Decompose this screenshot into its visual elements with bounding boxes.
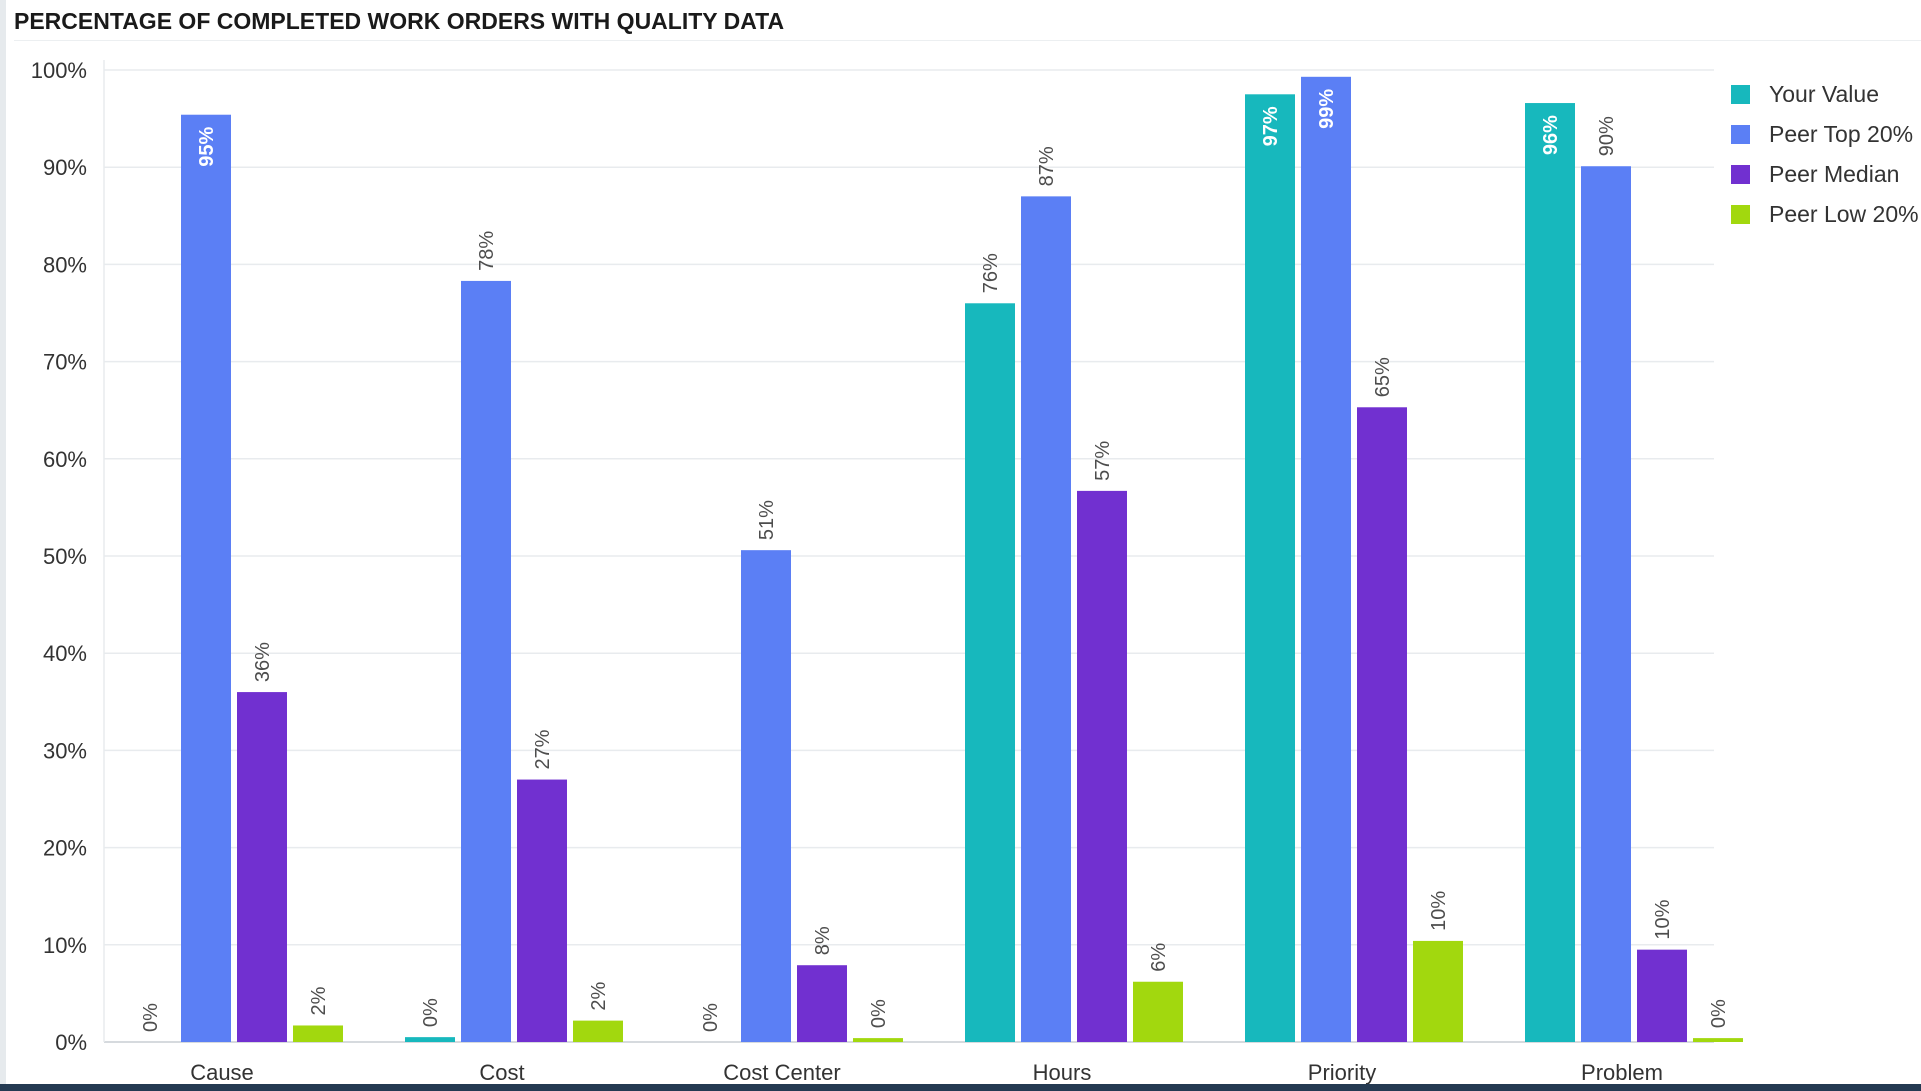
data-label: 87%	[1036, 146, 1058, 186]
bottom-bar	[0, 1084, 1921, 1091]
bar	[405, 1037, 455, 1042]
data-label: 76%	[980, 253, 1002, 293]
y-tick-label: 100%	[31, 58, 87, 83]
data-label: 51%	[756, 500, 778, 540]
grid-lines	[103, 60, 1714, 1043]
data-label: 36%	[252, 642, 274, 682]
data-label: 0%	[140, 1003, 162, 1032]
bar	[1077, 490, 1127, 1043]
bar	[1245, 94, 1295, 1043]
x-tick-label: Cost Center	[723, 1060, 840, 1084]
x-tick-label: Cost	[479, 1060, 524, 1084]
data-label: 2%	[588, 981, 610, 1010]
bar	[1581, 166, 1631, 1042]
bar	[293, 1025, 343, 1042]
bar	[1413, 940, 1463, 1042]
bar	[1301, 76, 1351, 1042]
y-tick-label: 0%	[55, 1030, 87, 1055]
bar	[1525, 103, 1575, 1043]
data-label: 96%	[1540, 115, 1562, 155]
x-axis-ticks: Cause Cost Cost Center Hours Priority Problem	[190, 1060, 1663, 1084]
bar	[741, 550, 791, 1042]
legend-item[interactable]: Peer Median	[1731, 154, 1921, 194]
bar	[1637, 949, 1687, 1042]
bar	[797, 965, 847, 1042]
bar	[965, 303, 1015, 1042]
x-tick-label: Hours	[1033, 1060, 1092, 1084]
y-tick-label: 30%	[43, 738, 87, 763]
data-label: 0%	[700, 1003, 722, 1032]
data-label: 0%	[1708, 999, 1730, 1028]
y-tick-label: 10%	[43, 933, 87, 958]
data-label: 78%	[476, 231, 498, 271]
data-label: 65%	[1372, 357, 1394, 397]
data-label: 6%	[1148, 943, 1170, 972]
x-tick-label: Cause	[190, 1060, 254, 1084]
legend-swatch	[1731, 204, 1750, 224]
bar	[517, 779, 567, 1042]
legend-label: Peer Low 20%	[1769, 200, 1919, 227]
bar	[1021, 196, 1071, 1043]
bar	[1693, 1038, 1743, 1042]
y-tick-label: 20%	[43, 836, 87, 861]
data-label: 10%	[1428, 891, 1450, 931]
data-label: 10%	[1652, 899, 1674, 939]
data-label: 90%	[1596, 116, 1618, 156]
y-tick-label: 50%	[43, 544, 87, 569]
legend-item[interactable]: Your Value	[1731, 74, 1921, 114]
y-tick-label: 90%	[43, 155, 87, 180]
legend-item[interactable]: Peer Top 20%	[1731, 114, 1921, 154]
bar	[1133, 981, 1183, 1042]
data-label: 0%	[868, 999, 890, 1028]
x-tick-label: Problem	[1581, 1060, 1663, 1084]
bars	[181, 76, 1743, 1043]
x-tick-label: Priority	[1308, 1060, 1376, 1084]
legend-swatch	[1731, 164, 1750, 184]
y-tick-label: 70%	[43, 350, 87, 375]
bar	[461, 280, 511, 1042]
bar	[573, 1020, 623, 1042]
data-label: 99%	[1316, 89, 1338, 129]
bar	[853, 1038, 903, 1042]
legend-label: Peer Median	[1769, 160, 1900, 187]
legend-label: Peer Top 20%	[1769, 120, 1914, 147]
data-label: 97%	[1260, 106, 1282, 146]
bar	[237, 692, 287, 1042]
chart-legend: Your Value Peer Top 20% Peer Median Peer Lo…	[1731, 74, 1921, 234]
data-labels: 0% 95% 36% 2% 0% 78% 27% 2% 0% 51% 8% 0% 76% 87% 57% 6%…	[140, 89, 1730, 1032]
data-label: 95%	[196, 126, 218, 166]
y-axis-ticks: 0% 10% 20% 30% 40% 50% 60% 70% 80% 90% 100%	[31, 58, 87, 1055]
y-tick-label: 60%	[43, 447, 87, 472]
legend-item[interactable]: Peer Low 20%	[1731, 194, 1921, 234]
data-label: 0%	[420, 998, 442, 1027]
legend-swatch	[1731, 124, 1750, 144]
chart-title: PERCENTAGE OF COMPLETED WORK ORDERS WITH…	[14, 8, 785, 34]
data-label: 57%	[1092, 441, 1114, 481]
data-label: 8%	[812, 926, 834, 955]
bar	[181, 114, 231, 1043]
chart-header	[14, 0, 1921, 41]
data-label: 27%	[532, 729, 554, 769]
legend-label: Your Value	[1769, 80, 1879, 107]
left-border	[0, 0, 6, 1091]
y-tick-label: 80%	[43, 252, 87, 277]
legend-swatch	[1731, 84, 1750, 104]
bar	[1357, 407, 1407, 1042]
data-label: 2%	[308, 986, 330, 1015]
y-tick-label: 40%	[43, 641, 87, 666]
